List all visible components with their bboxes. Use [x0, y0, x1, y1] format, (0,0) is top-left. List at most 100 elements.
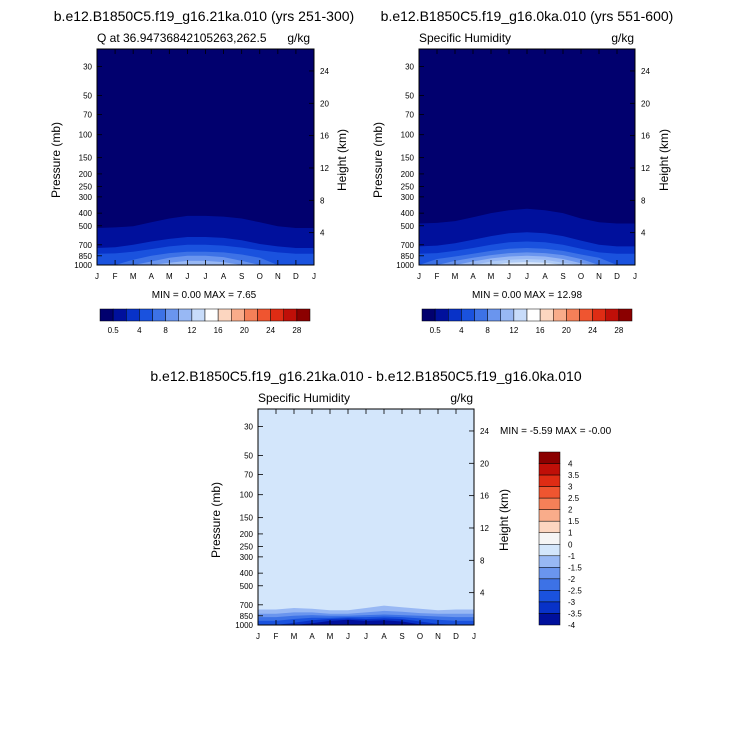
colorbar-swatch — [538, 590, 561, 603]
x-tick-label: J — [204, 272, 208, 281]
y-tick-label: 850 — [401, 252, 415, 261]
y2-tick-label: 12 — [480, 524, 489, 533]
colorbar-swatch — [538, 578, 561, 591]
contour-background — [258, 409, 474, 625]
colorbar-swatch — [579, 308, 593, 322]
panel-subtitle: Specific Humidity — [419, 31, 511, 45]
y2-tick-label: 4 — [320, 229, 325, 238]
colorbar-label: -3 — [568, 598, 576, 607]
colorbar-label: 0.5 — [430, 326, 442, 335]
x-tick-label: M — [166, 272, 173, 281]
y-tick-label: 300 — [79, 193, 93, 202]
y-tick-label: 700 — [240, 601, 254, 610]
x-tick-label: J — [507, 272, 511, 281]
panel-title: b.e12.B1850C5.f19_g16.21ka.010 - b.e12.B… — [150, 368, 581, 384]
y-tick-label: 200 — [401, 170, 415, 179]
x-tick-label: J — [95, 272, 99, 281]
colorbar-label: 2.5 — [568, 494, 580, 503]
colorbar-swatch — [178, 308, 193, 322]
x-tick-label: A — [309, 632, 315, 641]
x-tick-label: A — [470, 272, 476, 281]
x-tick-label: F — [274, 632, 279, 641]
y-tick-label: 70 — [244, 471, 253, 480]
y-tick-label: 100 — [240, 491, 254, 500]
y-tick-label: 1000 — [396, 261, 414, 270]
units-label: g/kg — [450, 391, 473, 405]
y-tick-label: 500 — [401, 222, 415, 231]
colorbar-swatch — [99, 308, 114, 322]
x-tick-label: A — [149, 272, 155, 281]
colorbar-swatch — [217, 308, 232, 322]
colorbar-swatch — [244, 308, 258, 322]
y-tick-label: 250 — [240, 543, 254, 552]
colorbar-label: 4 — [137, 326, 142, 335]
y-axis-label: Pressure (mb) — [209, 482, 223, 558]
colorbar-swatch — [434, 308, 449, 322]
colorbar-swatch — [538, 497, 561, 510]
y2-tick-label: 20 — [480, 459, 489, 468]
panel-title: b.e12.B1850C5.f19_g16.0ka.010 (yrs 551-6… — [381, 8, 674, 24]
panel-subtitle: Specific Humidity — [258, 391, 350, 405]
x-tick-label: J — [256, 632, 260, 641]
colorbar-swatch — [538, 509, 561, 522]
y-tick-label: 30 — [405, 63, 414, 72]
y-tick-label: 150 — [401, 154, 415, 163]
colorbar-swatch — [526, 308, 541, 322]
y-tick-label: 300 — [401, 193, 415, 202]
colorbar-label: -1 — [568, 552, 576, 561]
y-tick-label: 500 — [240, 582, 254, 591]
colorbar-swatch — [112, 308, 127, 322]
colorbar-label: 24 — [266, 326, 275, 335]
x-tick-label: N — [275, 272, 281, 281]
colorbar-swatch — [126, 308, 140, 322]
y2-tick-label: 24 — [320, 67, 329, 76]
x-tick-label: A — [221, 272, 227, 281]
x-tick-label: F — [435, 272, 440, 281]
y-tick-label: 30 — [83, 63, 92, 72]
y2-tick-label: 20 — [641, 99, 650, 108]
colorbar-swatch — [487, 308, 501, 322]
x-tick-label: O — [417, 632, 423, 641]
colorbar-swatch — [539, 308, 554, 322]
x-tick-label: S — [399, 632, 404, 641]
y-tick-label: 70 — [405, 111, 414, 120]
units-label: g/kg — [287, 31, 310, 45]
y2-tick-label: 16 — [320, 132, 329, 141]
y-tick-label: 100 — [79, 131, 93, 140]
y2-tick-label: 8 — [480, 556, 485, 565]
colorbar-swatch — [538, 451, 561, 464]
panel-title: b.e12.B1850C5.f19_g16.21ka.010 (yrs 251-… — [54, 8, 354, 24]
colorbar-label: 16 — [214, 326, 223, 335]
x-tick-label: O — [257, 272, 263, 281]
colorbar-swatch — [152, 308, 166, 322]
colorbar-label: 3.5 — [568, 471, 580, 480]
y-tick-label: 30 — [244, 423, 253, 432]
colorbar-label: 8 — [485, 326, 490, 335]
y2-tick-label: 4 — [480, 589, 485, 598]
x-tick-label: D — [453, 632, 459, 641]
colorbar-swatch — [296, 308, 311, 322]
y-tick-label: 400 — [401, 209, 415, 218]
min-max-label: MIN = -5.59 MAX = -0.00 — [500, 426, 612, 437]
colorbar-swatch — [421, 308, 436, 322]
x-tick-label: N — [596, 272, 602, 281]
colorbar-swatch — [513, 308, 528, 322]
colorbar-swatch — [538, 613, 561, 626]
colorbar-label: 3 — [568, 483, 573, 492]
x-tick-label: S — [239, 272, 244, 281]
colorbar-swatch — [553, 308, 567, 322]
x-tick-label: F — [113, 272, 118, 281]
colorbar-label: 28 — [614, 326, 623, 335]
y-tick-label: 200 — [240, 530, 254, 539]
colorbar-label: 1.5 — [568, 517, 580, 526]
colorbar-swatch — [538, 532, 561, 545]
y2-axis-label: Height (km) — [497, 489, 511, 551]
colorbar-label: -4 — [568, 621, 576, 630]
x-tick-label: A — [381, 632, 387, 641]
x-tick-label: D — [293, 272, 299, 281]
colorbar-label: -2 — [568, 575, 576, 584]
colorbar-label: 8 — [163, 326, 168, 335]
x-tick-label: A — [542, 272, 548, 281]
